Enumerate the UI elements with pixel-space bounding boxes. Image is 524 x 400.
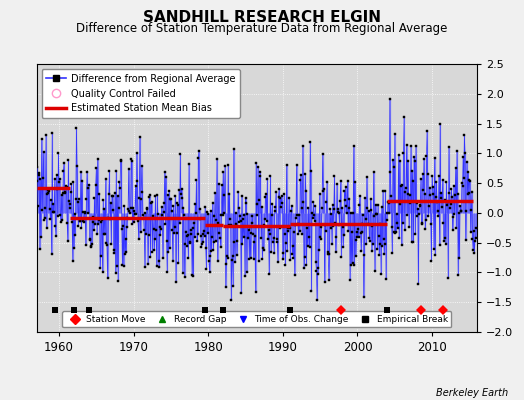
Text: Difference of Station Temperature Data from Regional Average: Difference of Station Temperature Data f… — [77, 22, 447, 35]
Text: SANDHILL RESEARCH ELGIN: SANDHILL RESEARCH ELGIN — [143, 10, 381, 25]
Text: Berkeley Earth: Berkeley Earth — [436, 388, 508, 398]
Legend: Station Move, Record Gap, Time of Obs. Change, Empirical Break: Station Move, Record Gap, Time of Obs. C… — [62, 311, 452, 328]
